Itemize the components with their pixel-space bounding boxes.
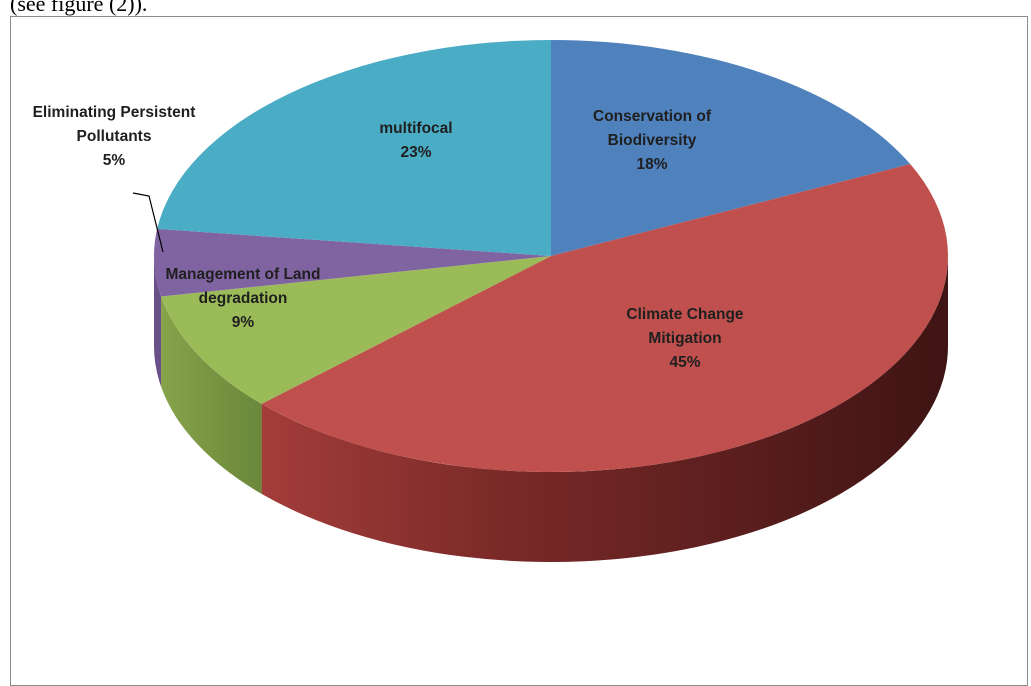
slice-name-conservation: Conservation of <box>593 108 712 125</box>
pie-slice-eliminating-pollutants <box>153 228 551 297</box>
figure-caption: (see figure (2)). <box>10 0 148 16</box>
slice-name-climate-change: Climate Change <box>626 306 744 323</box>
slice-label-climate-change: Climate Change Mitigation 45% <box>626 306 744 371</box>
pie-slice-multifocal <box>157 40 551 256</box>
pie-side-management-land <box>161 296 262 494</box>
slice-name-climate-change: Mitigation <box>648 330 721 347</box>
pie-slice-management-land <box>161 256 551 404</box>
slice-percent-conservation: 18% <box>636 156 667 173</box>
slice-name-multifocal: multifocal <box>379 120 452 137</box>
slice-percent-climate-change: 45% <box>669 354 700 371</box>
slice-label-conservation: Conservation of Biodiversity 18% <box>593 108 712 173</box>
leader-line-eliminating <box>132 192 164 253</box>
pie-slice-conservation <box>551 40 911 256</box>
pie-labels: Conservation of Biodiversity 18% Climate Ch… <box>33 104 744 371</box>
slice-name-eliminating-pollutants: Pollutants <box>77 128 152 145</box>
slice-name-conservation: Biodiversity <box>608 132 697 149</box>
slice-label-eliminating-pollutants: Eliminating Persistent Pollutants 5% <box>33 104 196 169</box>
slice-percent-eliminating-pollutants: 5% <box>103 152 126 169</box>
pie-side-eliminating-pollutants <box>154 256 162 387</box>
slice-name-management-land: Management of Land <box>165 266 320 283</box>
slice-name-eliminating-pollutants: Eliminating Persistent <box>33 104 196 121</box>
slice-percent-management-land: 9% <box>232 314 255 331</box>
slice-label-multifocal: multifocal 23% <box>379 120 452 161</box>
pie-3d-tops <box>153 40 949 473</box>
slice-percent-multifocal: 23% <box>400 144 431 161</box>
pie-side-climate-change <box>261 256 948 562</box>
pie-3d-sides <box>154 256 948 562</box>
slice-label-management-land: Management of Land degradation 9% <box>165 266 320 331</box>
slice-name-management-land: degradation <box>199 290 288 307</box>
pie-slice-climate-change <box>261 164 949 473</box>
